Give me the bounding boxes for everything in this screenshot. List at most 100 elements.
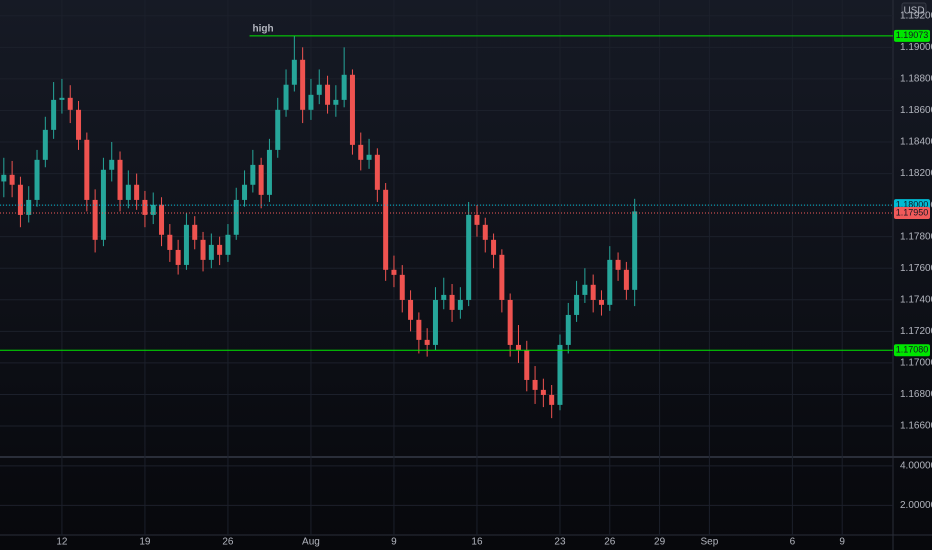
- candle-body: [134, 184, 140, 200]
- candle-body: [250, 164, 256, 185]
- y-tick-label: 1.16600: [900, 421, 932, 432]
- x-tick-label: 12: [56, 537, 68, 548]
- candle-body: [225, 234, 231, 255]
- candle-body: [408, 299, 414, 320]
- price-tag: [894, 344, 930, 357]
- y-tick-label: 4.00000: [900, 461, 932, 472]
- x-tick-label: Sep: [700, 537, 718, 548]
- candle-body: [416, 319, 422, 340]
- candle-body: [192, 224, 198, 240]
- candle-body: [557, 344, 563, 405]
- candle-body: [242, 184, 248, 200]
- candle-body: [142, 199, 148, 215]
- candle-body: [474, 214, 480, 225]
- level-annotation: high: [253, 23, 274, 34]
- y-tick-label: 1.17200: [900, 326, 932, 337]
- candle-body: [424, 339, 430, 345]
- candle-body: [341, 74, 347, 100]
- candle-body: [92, 199, 98, 240]
- candle-body: [26, 199, 32, 215]
- candle-body: [17, 184, 23, 215]
- currency-label: USD: [903, 6, 924, 17]
- candle-body: [391, 269, 397, 275]
- candle-body: [615, 259, 621, 270]
- candle-body: [524, 349, 530, 380]
- candle-body: [1, 174, 7, 182]
- candle-body: [349, 74, 355, 145]
- candle-body: [399, 274, 405, 300]
- candle-body: [51, 99, 57, 130]
- candle-body: [623, 269, 629, 290]
- candle-body: [76, 109, 82, 140]
- candle-body: [482, 224, 488, 240]
- x-tick-label: 19: [139, 537, 151, 548]
- price-tag: [894, 207, 930, 220]
- candle-body: [109, 159, 115, 170]
- x-tick-label: 6: [790, 537, 796, 548]
- candle-body: [607, 259, 613, 305]
- candle-body: [325, 84, 331, 105]
- price-tag: [894, 29, 930, 42]
- price-tag-label: 1.18000: [896, 199, 929, 209]
- candle-body: [183, 224, 189, 265]
- x-tick-label: 23: [554, 537, 566, 548]
- candle-body: [532, 379, 538, 390]
- price-tag-label: 1.17950: [896, 207, 929, 217]
- candle-body: [449, 294, 455, 310]
- candle-body: [582, 284, 588, 295]
- x-tick-label: 29: [654, 537, 666, 548]
- y-tick-label: 1.18800: [900, 74, 932, 85]
- y-tick-label: 1.18400: [900, 137, 932, 148]
- candle-body: [283, 84, 289, 110]
- x-tick-label: 26: [222, 537, 234, 548]
- candle-body: [333, 99, 339, 105]
- candle-body: [549, 394, 555, 405]
- candle-body: [507, 299, 513, 345]
- candle-body: [233, 199, 239, 235]
- y-tick-label: 1.17400: [900, 294, 932, 305]
- candle-body: [167, 234, 173, 250]
- y-tick-label: 1.16800: [900, 389, 932, 400]
- candle-body: [275, 109, 281, 150]
- candle-body: [491, 239, 497, 255]
- y-tick-label: 1.17800: [900, 231, 932, 242]
- candle-body: [59, 97, 65, 100]
- candle-body: [84, 139, 90, 200]
- candle-body: [598, 299, 604, 305]
- candle-body: [499, 254, 505, 300]
- candle-body: [200, 239, 206, 260]
- candle-body: [308, 94, 314, 110]
- y-tick-label: 1.17000: [900, 358, 932, 369]
- candle-body: [125, 184, 131, 200]
- candle-body: [383, 189, 389, 270]
- candle-body: [67, 97, 73, 110]
- currency-button[interactable]: [901, 2, 927, 19]
- candle-body: [300, 59, 306, 110]
- candle-body: [316, 84, 322, 95]
- candle-body: [9, 174, 15, 185]
- y-tick-label: 1.19200: [900, 10, 932, 21]
- candle-body: [208, 244, 214, 260]
- price-tag-label: 1.19073: [896, 30, 929, 40]
- candle-body: [441, 294, 447, 300]
- x-tick-label: 9: [839, 537, 845, 548]
- candle-body: [266, 149, 272, 195]
- candle-body: [457, 299, 463, 310]
- candle-body: [432, 299, 438, 345]
- candle-body: [175, 249, 181, 265]
- candle-body: [366, 154, 372, 160]
- candle-body: [291, 59, 297, 85]
- candle-body: [100, 169, 106, 240]
- candle-body: [150, 204, 156, 215]
- candle-body: [590, 284, 596, 300]
- candle-body: [258, 164, 264, 195]
- candle-body: [34, 159, 40, 200]
- candle-body: [374, 154, 380, 190]
- y-tick-label: 2.00000: [900, 500, 932, 511]
- candle-body: [574, 294, 580, 315]
- candle-body: [565, 314, 571, 345]
- candle-body: [358, 144, 364, 160]
- candle-body: [42, 129, 48, 160]
